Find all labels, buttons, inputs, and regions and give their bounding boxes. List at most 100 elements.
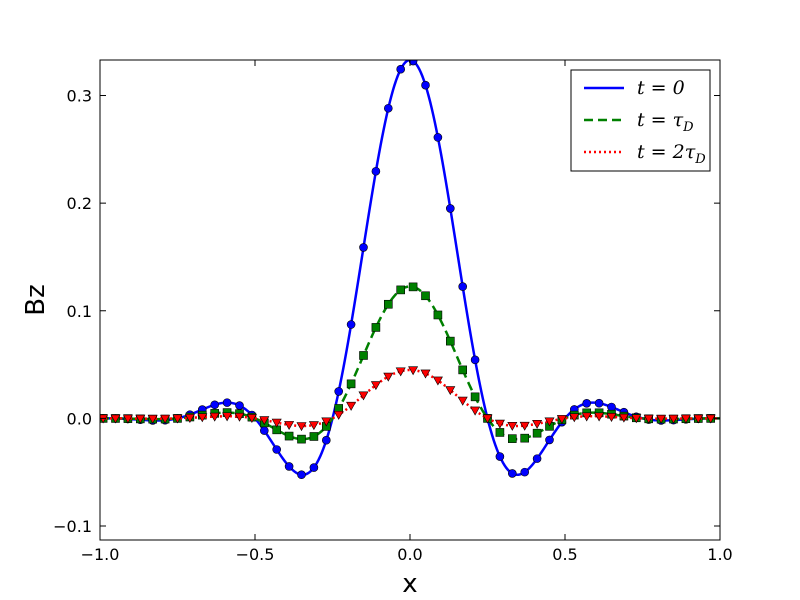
data-point	[296, 422, 307, 432]
series-layer	[100, 60, 720, 480]
legend-label-1: t = 0	[637, 77, 685, 99]
x-tick-label: −0.5	[236, 545, 275, 564]
data-point	[284, 421, 295, 430]
data-point	[470, 406, 481, 416]
data-point	[445, 336, 455, 346]
y-axis-label: Bz	[21, 284, 51, 315]
data-point	[420, 369, 431, 379]
data-point	[668, 414, 679, 424]
series-line-3	[100, 368, 720, 428]
data-point	[495, 428, 505, 437]
series-2	[100, 282, 720, 444]
data-point	[569, 413, 580, 423]
data-point	[545, 435, 554, 445]
data-point	[184, 414, 195, 423]
data-point	[284, 431, 294, 441]
data-point	[457, 396, 468, 406]
data-point	[333, 410, 344, 420]
data-point	[246, 414, 257, 424]
data-point	[594, 398, 604, 408]
y-tick-label: 0.2	[67, 194, 92, 213]
data-point	[346, 320, 356, 329]
data-point	[656, 414, 667, 424]
data-point	[556, 415, 567, 425]
data-point	[494, 419, 505, 429]
data-point	[383, 103, 393, 113]
data-point	[346, 401, 357, 411]
x-axis-label: x	[402, 569, 417, 599]
data-point	[458, 365, 468, 375]
data-point	[297, 434, 306, 444]
data-point	[272, 445, 282, 454]
data-point	[160, 414, 171, 424]
y-tick-label: 0.1	[67, 302, 92, 321]
data-point	[122, 414, 133, 424]
data-point	[371, 323, 381, 332]
data-point	[607, 402, 616, 412]
legend-label-2: t = τD	[637, 109, 694, 135]
data-point	[421, 291, 430, 301]
data-point	[433, 133, 443, 142]
data-point	[346, 379, 356, 389]
data-point	[520, 433, 530, 443]
data-point	[618, 413, 629, 423]
data-point	[408, 60, 418, 66]
data-point	[235, 401, 244, 410]
data-point	[271, 418, 282, 428]
data-point	[507, 422, 518, 431]
data-point	[532, 428, 542, 438]
data-point	[321, 417, 332, 427]
data-point	[334, 387, 344, 396]
data-point	[532, 454, 542, 463]
data-point	[147, 414, 158, 424]
data-point	[408, 282, 418, 292]
data-point	[309, 463, 319, 472]
data-point	[383, 299, 393, 309]
data-point	[222, 412, 233, 422]
ticks-layer: −1.0 −0.5 0.0 0.5 1.0 −0.1 0.0 0.1 0.2 0.3	[53, 60, 733, 564]
data-point	[432, 376, 443, 386]
x-tick-label: 0.5	[552, 545, 577, 564]
data-point	[507, 434, 517, 443]
data-point	[100, 414, 109, 424]
x-tick-label: 1.0	[707, 545, 732, 564]
data-point	[705, 414, 716, 424]
data-point	[507, 469, 517, 478]
data-point	[408, 366, 419, 376]
data-point	[371, 166, 381, 176]
legend-label-3: t = 2τD	[637, 141, 706, 167]
data-point	[532, 420, 543, 429]
data-point	[445, 386, 456, 396]
data-point	[421, 80, 430, 90]
data-point	[396, 285, 406, 295]
data-point	[395, 367, 406, 377]
data-point	[495, 452, 505, 461]
x-tick-label: 0.0	[397, 545, 422, 564]
data-point	[172, 414, 183, 424]
data-point	[259, 426, 269, 435]
data-point	[606, 413, 617, 422]
data-point	[680, 414, 691, 424]
data-point	[309, 432, 319, 441]
data-point	[209, 412, 220, 422]
data-point	[234, 412, 245, 422]
data-point	[210, 400, 219, 410]
data-point	[544, 417, 555, 427]
y-tick-label: 0.3	[67, 87, 92, 106]
data-point	[631, 414, 642, 424]
data-point	[359, 243, 368, 252]
data-point	[482, 414, 493, 424]
data-point	[197, 413, 208, 423]
data-point	[693, 414, 704, 424]
data-point	[396, 64, 406, 74]
data-point	[259, 416, 270, 426]
data-point	[358, 391, 369, 401]
data-point	[581, 412, 592, 422]
data-point	[582, 399, 592, 408]
data-point	[370, 381, 381, 391]
data-point	[222, 398, 232, 407]
legend: t = 0 t = τD t = 2τD	[570, 69, 711, 172]
data-point	[433, 310, 443, 320]
x-tick-label: −1.0	[81, 545, 120, 564]
